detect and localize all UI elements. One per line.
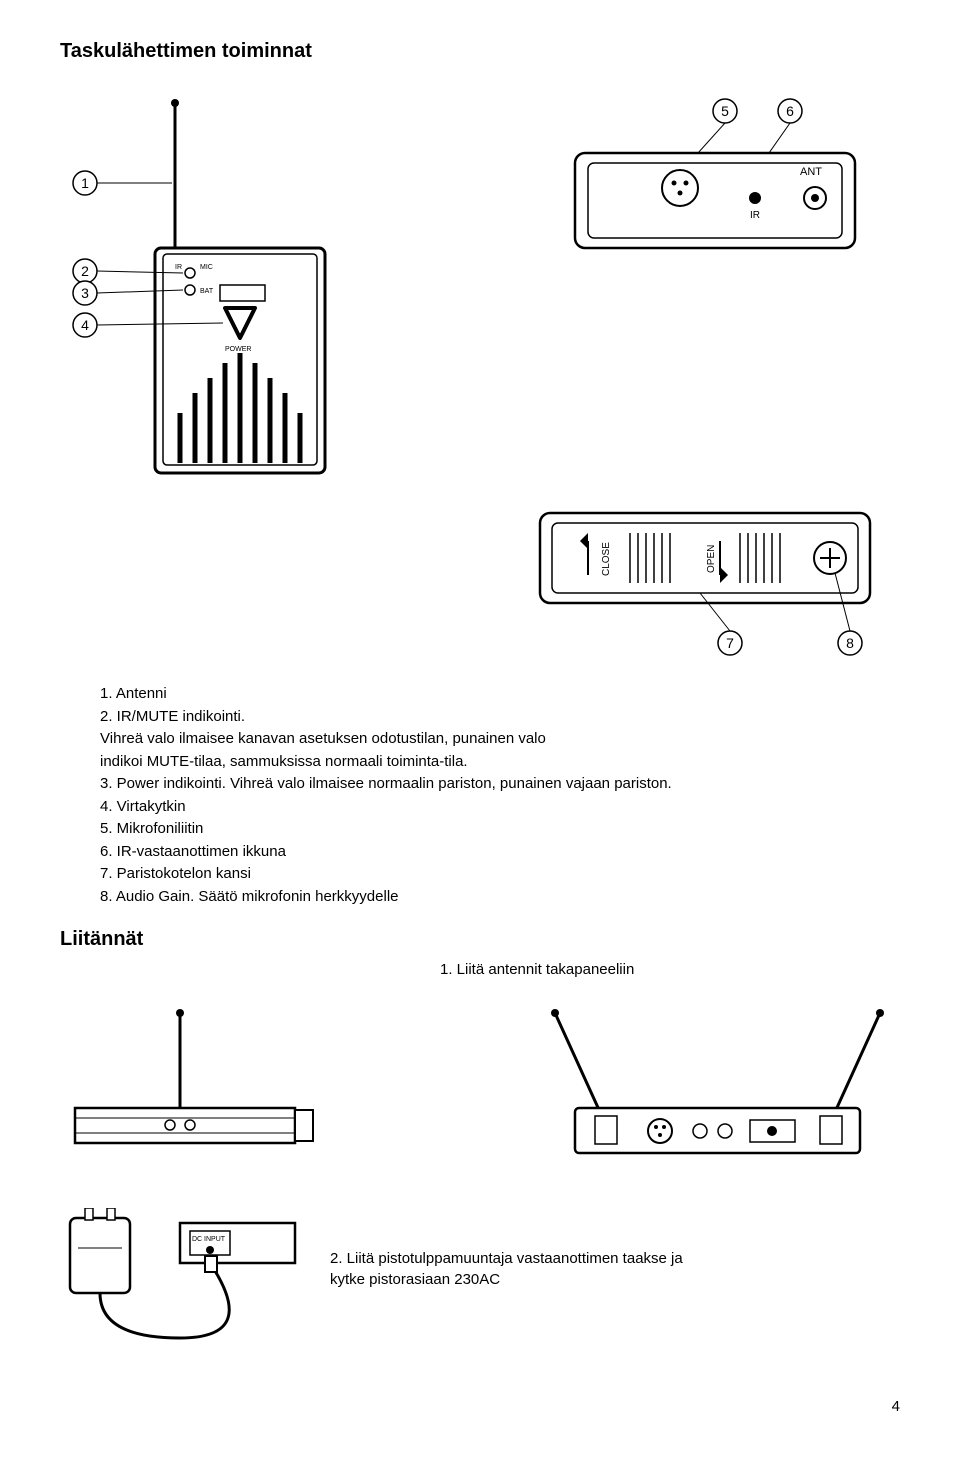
svg-text:POWER: POWER — [225, 346, 251, 353]
transmitter-top-diagram: 5 6 IR ANT — [530, 93, 900, 263]
transmitter-front-diagram: IR MIC BAT POWER 1 2 3 — [60, 93, 360, 483]
antenna-side-diagram — [60, 1008, 320, 1158]
svg-text:2: 2 — [81, 263, 89, 279]
svg-text:MIC: MIC — [200, 264, 213, 271]
list-item: indikoi MUTE-tilaa, sammuksissa normaali… — [100, 751, 900, 774]
function-list: 1. Antenni 2. IR/MUTE indikointi. Vihreä… — [100, 683, 900, 908]
list-item: 2. IR/MUTE indikointi. — [100, 706, 900, 729]
svg-text:ANT: ANT — [800, 166, 822, 178]
svg-text:OPEN: OPEN — [706, 545, 717, 573]
list-item: Vihreä valo ilmaisee kanavan asetuksen o… — [100, 728, 900, 751]
receiver-rear-diagram — [530, 998, 900, 1168]
list-item: 5. Mikrofoniliitin — [100, 818, 900, 841]
svg-text:8: 8 — [846, 635, 854, 651]
list-item: 7. Paristokotelon kansi — [100, 863, 900, 886]
list-item: 8. Audio Gain. Säätö mikrofonin herkkyyd… — [100, 886, 900, 909]
list-item: 1. Antenni — [100, 683, 900, 706]
svg-text:IR: IR — [750, 210, 760, 221]
svg-text:7: 7 — [726, 635, 734, 651]
svg-text:5: 5 — [721, 103, 729, 119]
battery-compartment-diagram: CLOSE OPEN — [510, 493, 900, 663]
svg-text:BAT: BAT — [200, 288, 214, 295]
step-2-text: 2. Liitä pistotulppamuuntaja vastaanotti… — [330, 1248, 683, 1290]
list-item: 4. Virtakytkin — [100, 796, 900, 819]
page-number: 4 — [60, 1398, 900, 1415]
svg-text:4: 4 — [81, 317, 89, 333]
power-supply-diagram: DC INPUT — [60, 1208, 300, 1358]
step-1-text: 1. Liitä antennit takapaneeliin — [440, 961, 900, 978]
list-item: 3. Power indikointi. Vihreä valo ilmaise… — [100, 773, 900, 796]
svg-text:DC INPUT: DC INPUT — [192, 1236, 226, 1243]
svg-text:CLOSE: CLOSE — [601, 542, 612, 576]
page-title: Taskulähettimen toiminnat — [60, 40, 900, 63]
section-title: Liitännät — [60, 928, 900, 951]
svg-text:3: 3 — [81, 285, 89, 301]
svg-text:6: 6 — [786, 103, 794, 119]
svg-text:1: 1 — [81, 175, 89, 191]
list-item: 6. IR-vastaanottimen ikkuna — [100, 841, 900, 864]
svg-text:IR: IR — [175, 264, 182, 271]
